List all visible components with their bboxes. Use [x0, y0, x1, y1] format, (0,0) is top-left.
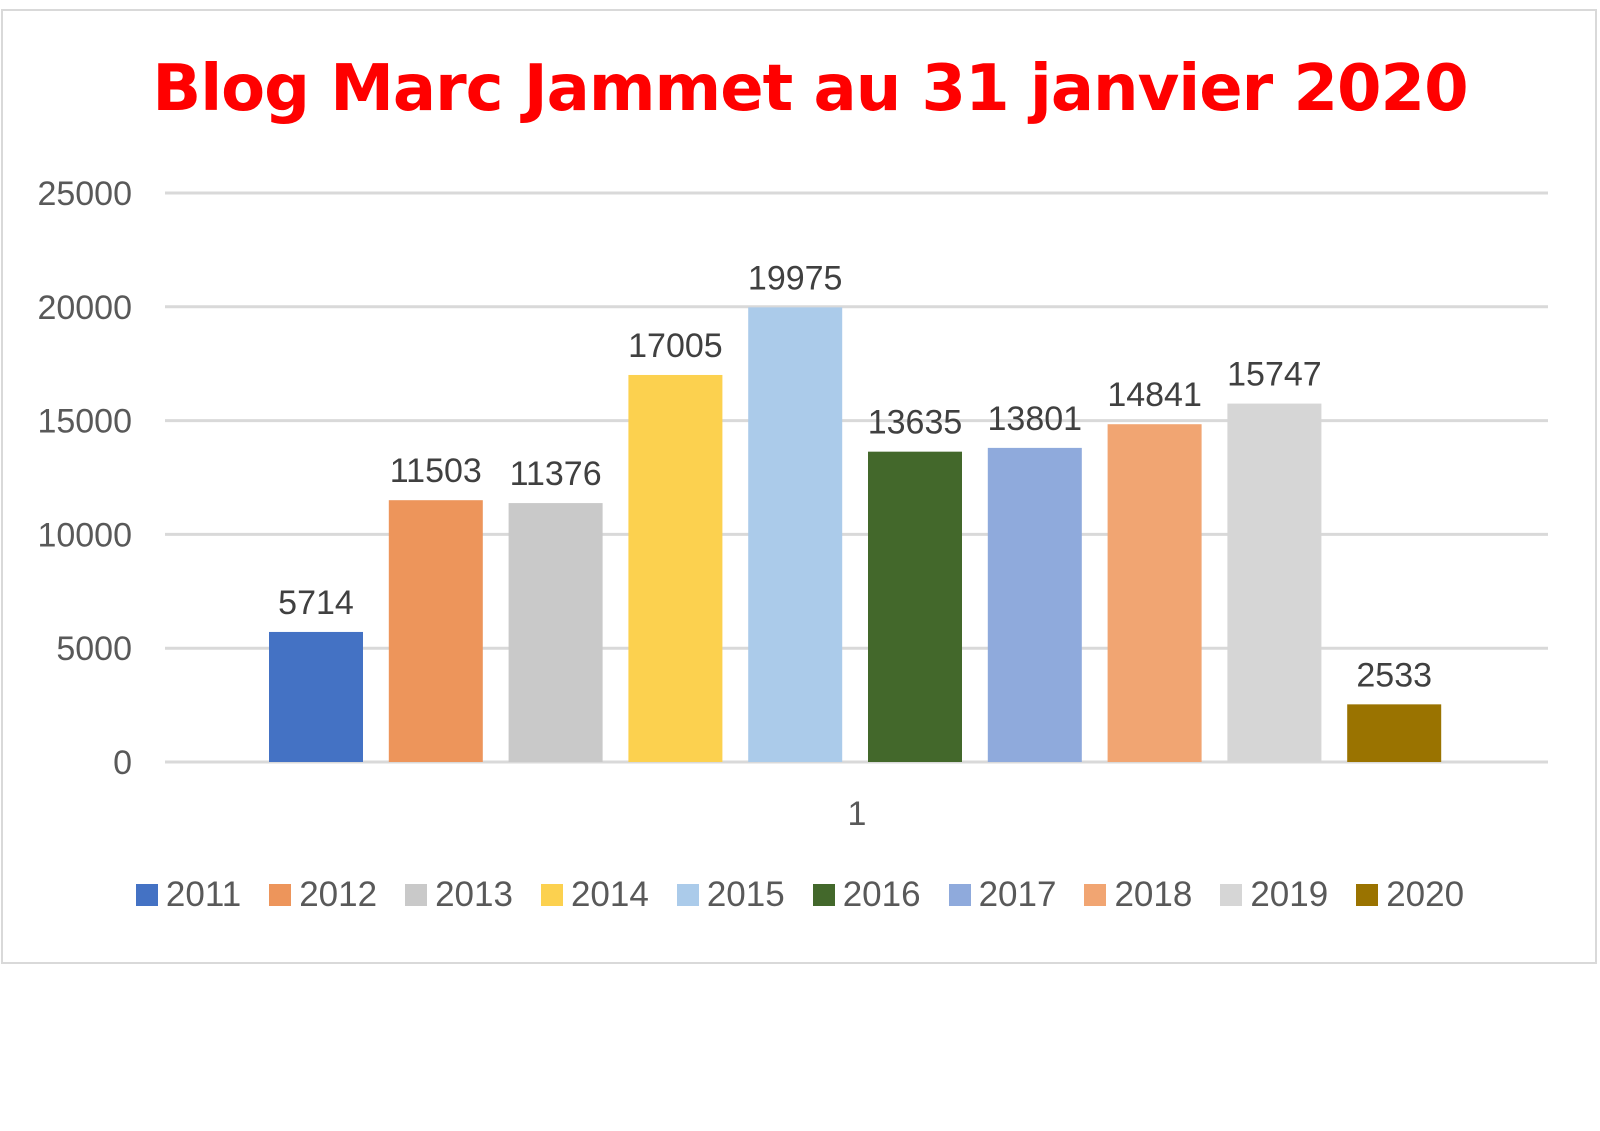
bar-2011: [269, 631, 363, 762]
legend-label: 2020: [1386, 875, 1465, 914]
x-tick-label: 1: [848, 795, 867, 833]
y-axis-ticks: 0 5000 10000 15000 20000 25000: [37, 175, 132, 782]
data-label-2020: 2533: [1356, 656, 1432, 694]
legend-item-2020: 2020: [1356, 875, 1464, 915]
chart-title: Blog Marc Jammet au 31 janvier 2020: [152, 52, 1468, 126]
legend-swatch: [405, 884, 428, 906]
legend-swatch: [676, 884, 699, 906]
data-label-2018: 14841: [1107, 376, 1202, 414]
legend-label: 2014: [570, 875, 649, 914]
legend-label: 2016: [842, 875, 921, 914]
legend-item-2016: 2016: [812, 875, 921, 915]
bar-2017: [987, 447, 1082, 762]
legend-label: 2017: [978, 875, 1057, 914]
data-label-2012: 11503: [390, 452, 482, 490]
legend-label: 2015: [706, 875, 785, 914]
data-label-2015: 19975: [748, 259, 843, 297]
y-tick-label: 5000: [56, 630, 132, 668]
x-axis: 1: [848, 795, 867, 833]
legend-item-2014: 2014: [540, 875, 649, 915]
gridlines: [165, 191, 1548, 764]
y-tick-label: 0: [113, 744, 132, 782]
legend-swatch: [1220, 884, 1243, 906]
legend-label: 2013: [435, 875, 513, 914]
legend-item-2019: 2019: [1220, 875, 1328, 915]
data-label-2017: 13801: [988, 400, 1083, 438]
legend-swatch: [812, 884, 835, 906]
legend-label: 2019: [1250, 875, 1329, 914]
bar-2019: [1227, 403, 1322, 762]
legend-item-2015: 2015: [676, 875, 785, 915]
legend-swatch: [1084, 884, 1107, 906]
data-labels: 5714 11503 11376 17005 19975 13635 13801 14841 1…: [278, 259, 1432, 694]
bar-2016: [868, 451, 962, 762]
y-tick-label: 20000: [37, 289, 132, 327]
y-tick-label: 25000: [37, 175, 132, 213]
data-label-2011: 5714: [278, 584, 354, 622]
legend: 2011 2012 2013 2014 2015 2016 2017 2018 2019 2020: [0, 875, 1600, 915]
legend-item-2011: 2011: [135, 875, 242, 915]
legend-item-2017: 2017: [948, 875, 1057, 915]
bar-series: [269, 307, 1442, 762]
legend-label: 2012: [299, 875, 378, 914]
bar-2012: [388, 500, 483, 762]
data-label-2014: 17005: [628, 327, 723, 365]
legend-swatch: [948, 884, 971, 906]
legend-swatch: [269, 884, 292, 906]
bar-2013: [508, 503, 603, 762]
legend-label: 2011: [165, 875, 242, 914]
bar-2018: [1107, 424, 1202, 762]
bar-2015: [748, 307, 843, 762]
legend-swatch: [1356, 884, 1379, 906]
legend-swatch: [540, 884, 563, 906]
legend-item-2013: 2013: [405, 875, 513, 915]
y-tick-label: 10000: [37, 516, 132, 554]
bar-2014: [628, 374, 723, 762]
data-label-2019: 15747: [1227, 356, 1322, 394]
legend-item-2012: 2012: [269, 875, 377, 915]
legend-swatch: [135, 884, 158, 906]
bar-2020: [1347, 704, 1442, 762]
y-tick-label: 15000: [37, 403, 132, 441]
data-label-2013: 11376: [510, 455, 602, 493]
legend-item-2018: 2018: [1084, 875, 1192, 915]
legend-label: 2018: [1114, 875, 1193, 914]
data-label-2016: 13635: [868, 404, 963, 442]
